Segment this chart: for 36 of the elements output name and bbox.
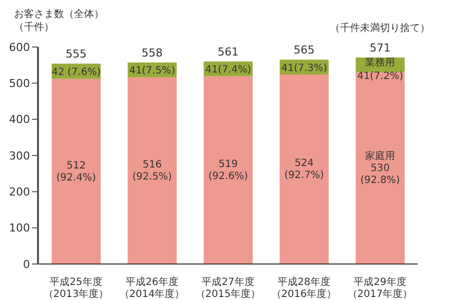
data-label: 512 (92.4%) — [56, 160, 96, 184]
total-label: 571 — [370, 41, 391, 54]
bar — [356, 72, 405, 264]
x-tick-label: 平成28年度（2016年度） — [271, 276, 337, 300]
data-label: 530 (92.8%) — [360, 162, 400, 186]
series-label: 業務用 — [365, 56, 396, 69]
data-label: 41(7.4%) — [205, 64, 252, 76]
bar — [128, 77, 177, 264]
data-label: 519 (92.6%) — [208, 158, 248, 182]
data-label: 41(7.5%) — [129, 66, 176, 77]
bar — [204, 76, 253, 264]
bar — [52, 78, 101, 264]
x-tick-label: 平成26年度（2014年度） — [119, 276, 185, 300]
data-label: 516 (92.5%) — [132, 159, 172, 182]
x-tick-label: 平成29年度（2017年度） — [347, 276, 413, 300]
total-label: 555 — [66, 48, 87, 61]
y-tick-label: 400 — [9, 113, 30, 126]
bar — [280, 74, 329, 264]
x-tick-label: 平成25年度（2013年度） — [43, 276, 109, 300]
y-tick-label: 200 — [9, 186, 30, 199]
data-label: 41(7.2%) — [357, 71, 404, 82]
data-label: 524 (92.7%) — [284, 158, 324, 181]
data-label: 42 (7.6%) — [52, 66, 101, 78]
total-label: 565 — [294, 44, 315, 57]
total-label: 558 — [142, 46, 163, 60]
y-tick-label: 0 — [23, 258, 30, 271]
y-tick-label: 500 — [9, 77, 30, 90]
y-axis-title: お客さま数（全体）（千件） — [14, 8, 104, 34]
x-tick-label: 平成27年度（2015年度） — [195, 276, 261, 300]
series-label: 家庭用 — [365, 150, 396, 162]
total-label: 561 — [218, 45, 239, 58]
text: （千件未満切り捨て） — [330, 22, 430, 35]
data-label: 41(7.3%) — [281, 62, 328, 74]
y-tick-label: 100 — [9, 222, 30, 235]
y-tick-label: 300 — [9, 149, 30, 162]
y-tick-label: 600 — [9, 40, 30, 54]
